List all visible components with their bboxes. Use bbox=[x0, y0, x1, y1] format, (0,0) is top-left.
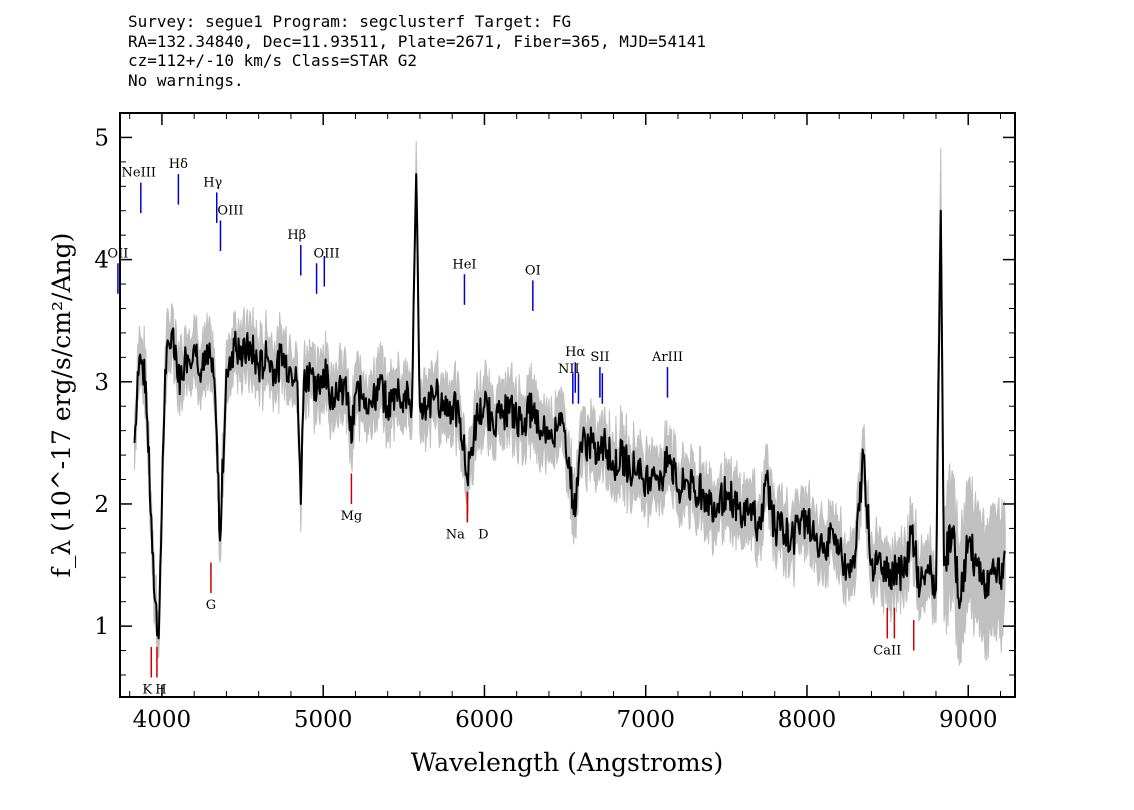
x-tick-label: 6000 bbox=[455, 707, 514, 733]
x-axis-title: Wavelength (Angstroms) bbox=[411, 748, 723, 777]
y-tick-label: 5 bbox=[94, 125, 109, 151]
emission-line-label: ArIII bbox=[651, 350, 683, 365]
spectrum-header: Survey: segue1 Program: segclusterf Targ… bbox=[128, 12, 706, 90]
x-tick-label: 4000 bbox=[133, 707, 192, 733]
absorption-line-label: K bbox=[142, 682, 152, 697]
header-line-survey: Survey: segue1 Program: segclusterf Targ… bbox=[128, 12, 572, 31]
emission-line-label: OI bbox=[525, 263, 541, 278]
header-line-redshift-class: cz=112+/-10 km/s Class=STAR G2 bbox=[128, 51, 417, 70]
flux-line-layer bbox=[133, 173, 1007, 640]
absorption-line-label: D bbox=[478, 527, 488, 542]
absorption-line-label: Na bbox=[446, 527, 465, 542]
emission-line-label: HeI bbox=[452, 257, 476, 272]
spectral-line-markers: NeIII OII Hδ Hγ OIII Hβ OIII HeI OI NII Hα SII ArIII… bbox=[107, 157, 915, 697]
emission-line-label: OIII bbox=[217, 204, 243, 219]
absorption-line-label: G bbox=[206, 598, 216, 613]
x-tick-label: 8000 bbox=[778, 707, 837, 733]
emission-line-label: SII bbox=[590, 350, 609, 365]
emission-line-label: Hβ bbox=[287, 228, 306, 243]
x-tick-label: 9000 bbox=[939, 707, 998, 733]
error-band-layer bbox=[134, 140, 1006, 666]
absorption-line-label: Mg bbox=[341, 509, 363, 524]
header-line-coordinates: RA=132.34840, Dec=11.93511, Plate=2671, … bbox=[128, 31, 706, 51]
emission-line-label: Hγ bbox=[203, 175, 222, 190]
absorption-line-label: CaII bbox=[873, 643, 901, 658]
y-tick-label: 2 bbox=[94, 492, 109, 518]
error-band bbox=[134, 140, 1006, 666]
emission-line-label: Hδ bbox=[169, 157, 188, 172]
emission-line-label: Hα bbox=[565, 345, 585, 360]
y-axis-title: f_λ (10^-17 erg/s/cm²/Ang) bbox=[47, 233, 76, 578]
y-tick-label: 1 bbox=[94, 614, 109, 640]
absorption-line-label: H bbox=[155, 682, 166, 697]
x-tick-label: 7000 bbox=[616, 707, 675, 733]
y-tick-label: 4 bbox=[94, 248, 109, 274]
emission-line-label: OII bbox=[107, 246, 128, 261]
emission-line-label: OIII bbox=[314, 246, 340, 261]
emission-line-label: NeIII bbox=[122, 166, 156, 181]
plot-frame bbox=[119, 112, 1016, 698]
emission-line-label: NII bbox=[558, 362, 580, 377]
x-tick-label: 5000 bbox=[294, 707, 353, 733]
axis-ticks: 4000 5000 6000 7000 8000 9000 1 2 3 4 5 bbox=[94, 113, 1015, 733]
header-line-warnings: No warnings. bbox=[128, 70, 244, 90]
y-tick-label: 3 bbox=[94, 370, 109, 396]
flux-series-line bbox=[133, 173, 1007, 640]
